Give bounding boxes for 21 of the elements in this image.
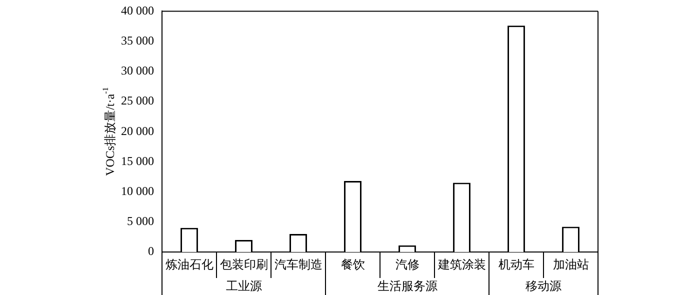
y-tick-label: 5 000 [127,214,154,228]
y-tick-label: 30 000 [121,64,154,78]
text: 移动源 [526,279,562,294]
y-tick-label: 25 000 [121,94,154,108]
y-tick-label: 35 000 [121,33,154,48]
x-tick-label: 炼油石化 [165,257,214,272]
x-tick-label: 汽车制造 [274,257,322,272]
y-tick-label: 15 000 [121,154,154,168]
x-tick-label: 建筑涂装 [436,257,486,272]
x-tick-label: 机动车 [498,257,534,272]
x-tick-label: 加油站 [552,257,589,272]
x-tick-label: 包装印刷 [220,257,268,272]
x-tick-label: 餐饮 [340,257,365,272]
text: 工业源 [226,279,262,294]
y-axis-title: VOCs排放量/t·a-1 [101,87,118,176]
text: 生活服务源 [377,279,438,294]
y-tick-label: 10 000 [121,184,154,198]
y-tick-label: 0 [148,244,154,258]
x-tick-label: 汽修 [395,257,420,272]
y-tick-label: 40 000 [121,3,154,18]
y-tick-label: 20 000 [121,124,154,138]
